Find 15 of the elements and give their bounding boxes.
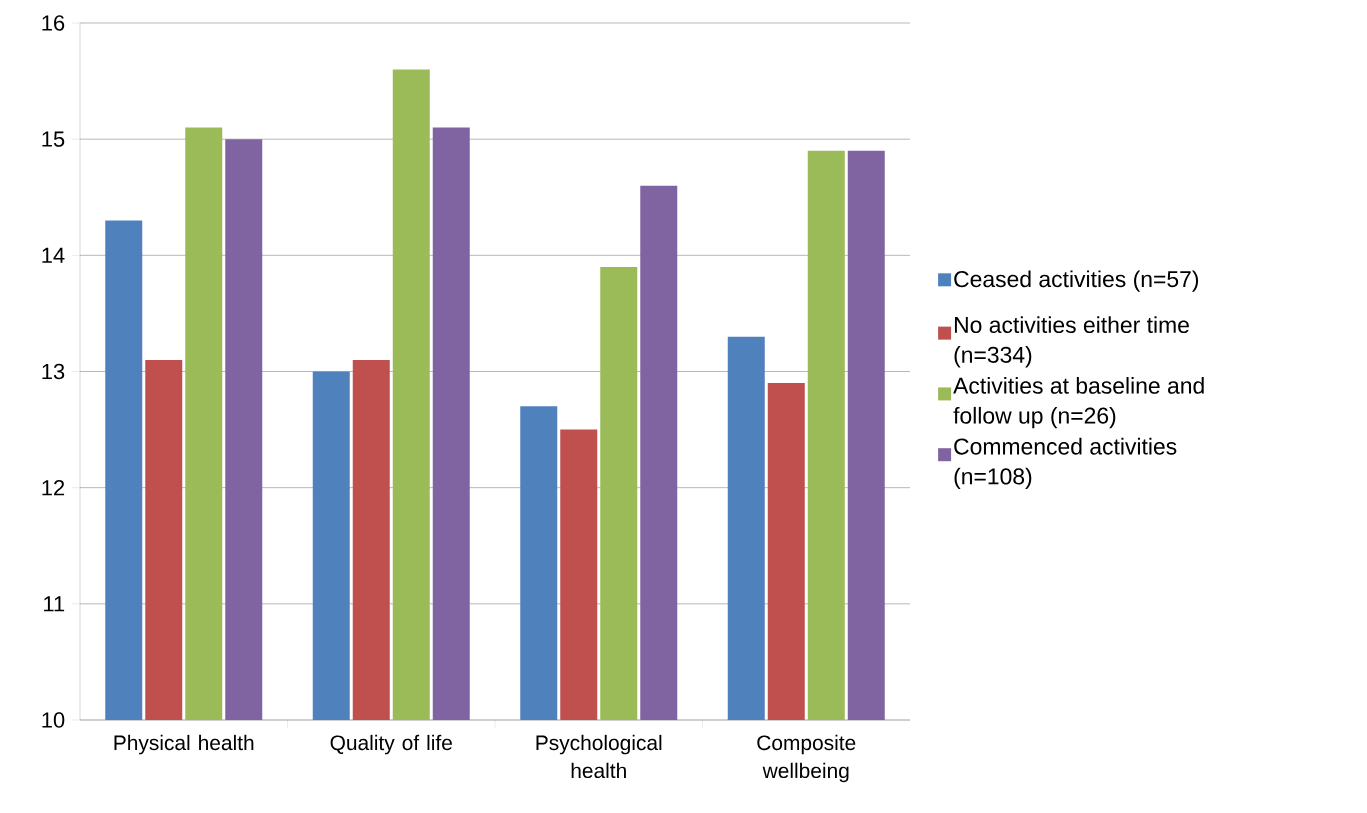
y-tick-label: 15 (42, 131, 65, 147)
y-tick-label: 10 (42, 712, 65, 728)
x-tick-label: Physical health (114, 734, 254, 755)
legend-label: No activities either time (n=334) (954, 316, 1189, 368)
x-tick-label: Quality of life (330, 734, 452, 755)
y-tick-label: 13 (42, 363, 65, 380)
x-tick-label: Psychological health (536, 734, 662, 779)
y-tick-label: 12 (42, 480, 65, 496)
x-tick-label: Composite wellbeing (757, 734, 856, 783)
legend-label: Ceased activities (n=57) (954, 270, 1199, 292)
legend-label: Activities at baseline and follow up (n=26) (953, 377, 1204, 429)
y-tick-label: 14 (42, 247, 65, 263)
y-tick-label: 16 (42, 15, 65, 31)
y-tick-label: 11 (44, 596, 65, 612)
legend-label: Commenced activities (n=108) (954, 437, 1177, 490)
